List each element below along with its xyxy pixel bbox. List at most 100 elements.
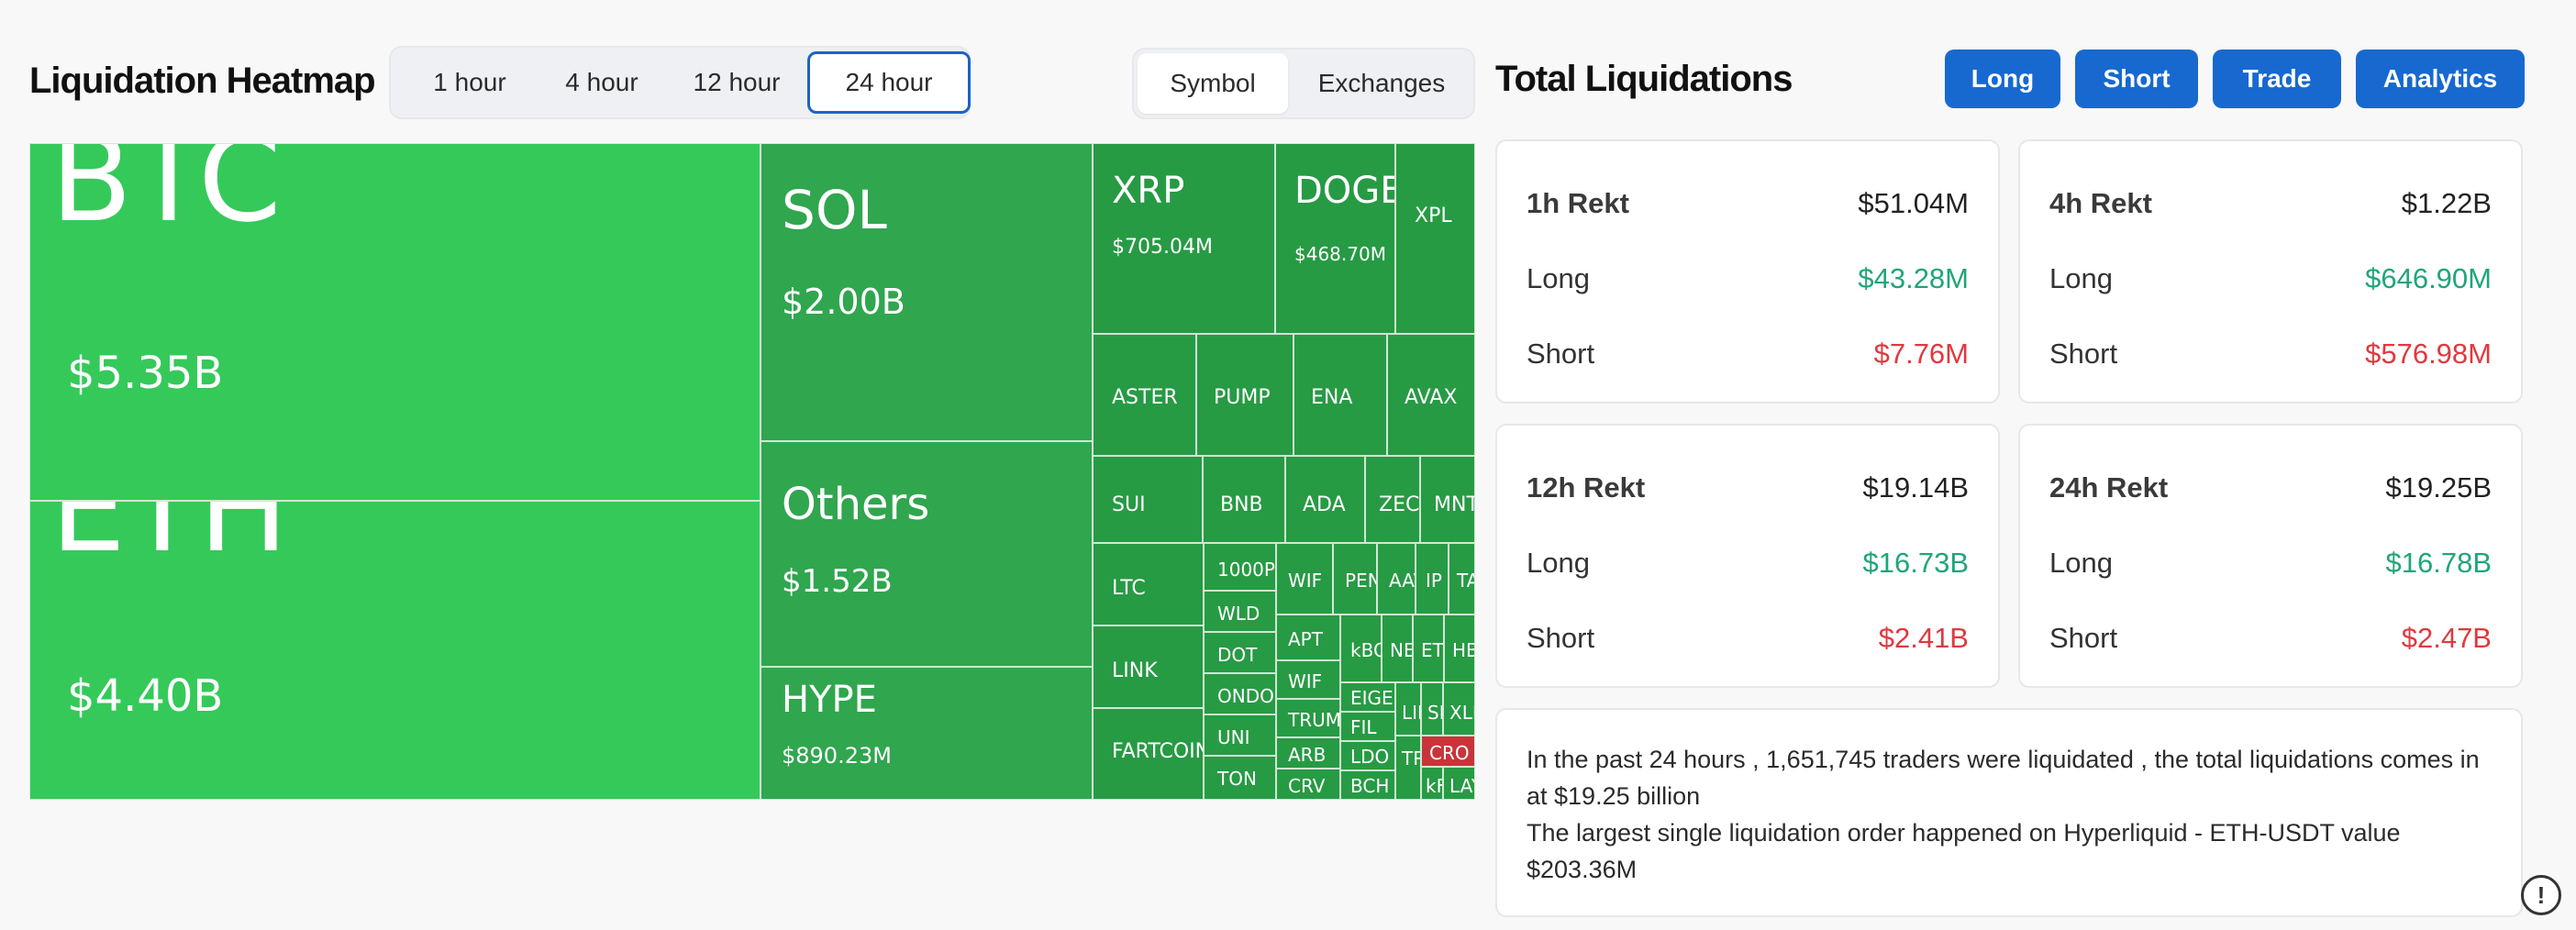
treemap-tile-1000pepe[interactable]: 1000PEPE — [1204, 543, 1276, 591]
treemap-tile-pengu[interactable]: PENGU — [1333, 543, 1377, 614]
treemap-tile-ondo[interactable]: ONDO — [1204, 673, 1276, 714]
tab-24-hour[interactable]: 24 hour — [807, 51, 971, 114]
long-value: $43.28M — [1858, 262, 1969, 294]
tab-4-hour[interactable]: 4 hour — [565, 68, 638, 96]
treemap-tile-mnt[interactable]: MNT — [1420, 456, 1475, 543]
card-label: 12h Rekt — [1527, 471, 1646, 504]
tab-12-hour[interactable]: 12 hour — [693, 68, 781, 96]
tile-symbol: PENGU — [1345, 570, 1376, 592]
treemap-tile-xrp[interactable]: XRP $705.04M — [1093, 143, 1275, 334]
treemap-tile-uni[interactable]: UNI — [1204, 714, 1276, 756]
treemap-tile-link[interactable]: LINK — [1093, 626, 1204, 708]
treemap-tile-eth[interactable]: ETH $4.40B — [29, 501, 761, 800]
treemap-tile-cro[interactable]: CRO — [1421, 736, 1475, 767]
treemap-tile-btc[interactable]: BTC $5.35B — [29, 143, 761, 501]
tile-symbol: AAVE — [1389, 570, 1415, 592]
treemap-tile-ton[interactable]: TON — [1204, 756, 1276, 800]
treemap-tile-dot[interactable]: DOT — [1204, 632, 1276, 673]
treemap-tile-eigen[interactable]: EIGEN — [1340, 682, 1395, 712]
treemap-tile-doge[interactable]: DOGE $468.70M — [1275, 143, 1395, 334]
tile-symbol: WLD — [1217, 603, 1260, 625]
tile-symbol: ZEC — [1379, 493, 1420, 516]
treemap-tile-ip[interactable]: IP — [1416, 543, 1449, 614]
treemap-tile-arb[interactable]: ARB — [1276, 737, 1340, 769]
help-circle-icon[interactable]: ! — [2521, 875, 2561, 915]
treemap-tile-fartcoin[interactable]: FARTCOIN — [1093, 708, 1204, 800]
treemap-tile-sol[interactable]: SOL $2.00B — [761, 143, 1093, 441]
short-value: $2.41B — [1878, 622, 1969, 654]
treemap-tile-xlm[interactable]: XLM — [1443, 682, 1475, 736]
tile-symbol: XPL — [1415, 205, 1452, 227]
treemap-tile-aave[interactable]: AAVE — [1377, 543, 1416, 614]
treemap-tile-sui[interactable]: SUI — [1093, 456, 1203, 543]
treemap-tile-wif[interactable]: WIF — [1276, 543, 1333, 614]
tile-amount: $468.70M — [1294, 243, 1386, 265]
tile-symbol: DOT — [1217, 644, 1258, 666]
treemap-tile-bnb[interactable]: BNB — [1203, 456, 1285, 543]
long-value: $646.90M — [2365, 262, 2492, 294]
tile-symbol: DOGE — [1294, 170, 1395, 212]
treemap-tile-fil[interactable]: FIL — [1340, 712, 1395, 741]
tile-amount: $4.40B — [67, 670, 224, 722]
treemap-tile-hbar[interactable]: HBAR — [1444, 614, 1475, 682]
short-value: $7.76M — [1873, 338, 1969, 370]
tile-symbol: LINEA — [1402, 702, 1420, 724]
treemap-tile-avax[interactable]: AVAX — [1387, 334, 1475, 456]
treemap-tile-kfloki[interactable]: kFLOKI — [1421, 767, 1443, 800]
treemap-tile-etc[interactable]: ETC — [1413, 614, 1444, 682]
long-value: $16.73B — [1862, 547, 1970, 579]
tab-1-hour[interactable]: 1 hour — [433, 68, 506, 96]
treemap-tile-ltc[interactable]: LTC — [1093, 543, 1204, 626]
tab-symbol[interactable]: Symbol — [1138, 53, 1288, 114]
treemap-tile-apt[interactable]: APT — [1276, 614, 1340, 660]
treemap-tile-aster[interactable]: ASTER — [1093, 334, 1196, 456]
short-button[interactable]: Short — [2075, 50, 2198, 108]
treemap-tile-sei[interactable]: SEI — [1421, 682, 1443, 736]
liquidation-treemap: BTC $5.35B ETH $4.40B SOL $2.00B Others $1.52B H… — [29, 143, 1475, 800]
trade-button[interactable]: Trade — [2213, 50, 2341, 108]
short-value: $2.47B — [2401, 622, 2492, 654]
treemap-tile-pump[interactable]: PUMP — [1196, 334, 1294, 456]
treemap-tile-ena[interactable]: ENA — [1294, 334, 1387, 456]
treemap-tile-zec[interactable]: ZEC — [1365, 456, 1420, 543]
tile-symbol: ADA — [1303, 493, 1346, 516]
treemap-tile-tao[interactable]: TAO — [1449, 543, 1475, 614]
treemap-tile-linea[interactable]: LINEA — [1395, 682, 1421, 736]
tile-symbol: SEI — [1427, 702, 1442, 724]
analytics-button[interactable]: Analytics — [2356, 50, 2525, 108]
treemap-tile-wif[interactable]: WIF — [1276, 660, 1340, 699]
tile-symbol: LTC — [1112, 577, 1146, 600]
treemap-tile-ada[interactable]: ADA — [1285, 456, 1365, 543]
tile-symbol: TRX — [1402, 747, 1420, 769]
long-button[interactable]: Long — [1945, 50, 2060, 108]
tile-symbol: Others — [782, 479, 930, 530]
treemap-tile-layer[interactable]: LAYER — [1443, 767, 1475, 800]
tile-symbol: 1000PEPE — [1217, 559, 1275, 581]
tile-symbol: ETC — [1421, 639, 1443, 661]
treemap-tile-trx[interactable]: TRX — [1395, 736, 1421, 800]
tab-exchanges[interactable]: Exchanges — [1317, 69, 1446, 97]
tile-symbol: AVAX — [1405, 386, 1458, 409]
tile-symbol: HBAR — [1452, 639, 1474, 661]
rekt-card-24h: 24h Rekt $19.25B Long $16.78B Short $2.47B — [2018, 424, 2523, 688]
treemap-tile-xpl[interactable]: XPL — [1395, 143, 1475, 334]
treemap-tile-kbonk[interactable]: kBONK — [1340, 614, 1382, 682]
treemap-tile-ldo[interactable]: LDO — [1340, 741, 1395, 770]
treemap-tile-crv[interactable]: CRV — [1276, 769, 1340, 800]
treemap-tile-hype[interactable]: HYPE $890.23M — [761, 667, 1093, 800]
treemap-tile-others[interactable]: Others $1.52B — [761, 441, 1093, 667]
treemap-tile-wld[interactable]: WLD — [1204, 591, 1276, 632]
short-label: Short — [2049, 338, 2118, 370]
tile-symbol: UNI — [1217, 726, 1250, 748]
tile-symbol: kBONK — [1350, 639, 1381, 661]
tile-amount: $705.04M — [1112, 236, 1213, 259]
tile-symbol: HYPE — [782, 679, 877, 721]
treemap-tile-bch[interactable]: BCH — [1340, 770, 1395, 800]
treemap-tile-near[interactable]: NEAR — [1382, 614, 1413, 682]
tile-symbol: SOL — [782, 179, 887, 241]
tile-symbol: CRO — [1429, 742, 1470, 764]
card-total: $1.22B — [2401, 187, 2492, 219]
card-total: $19.14B — [1862, 471, 1970, 504]
tile-symbol: FARTCOIN — [1112, 740, 1204, 763]
treemap-tile-trump[interactable]: TRUMP — [1276, 699, 1340, 737]
